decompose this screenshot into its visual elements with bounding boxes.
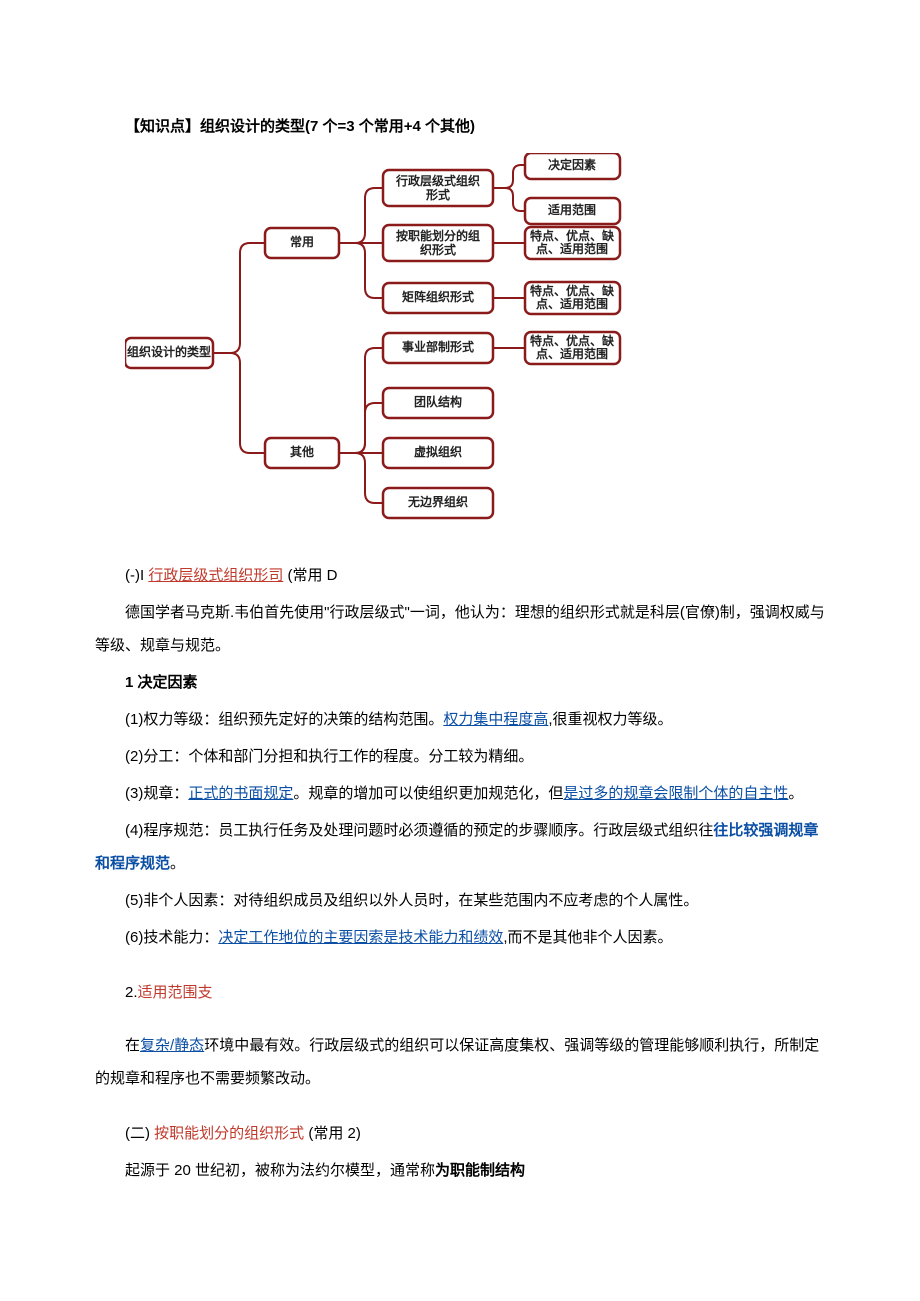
org-types-diagram: 组织设计的类型 常用 其他 行政层级式组织 形式 按职能划分的组 织形式 矩阵组…	[125, 153, 825, 553]
sec1-scope-body: 在复杂/静态环境中最有效。行政层级式的组织可以保证高度集权、强调等级的管理能够顺…	[95, 1029, 825, 1095]
section-2-heading: (二) 按职能划分的组织形式 (常用 2)	[95, 1117, 825, 1150]
diagram-l2-3: 事业部制形式	[383, 333, 493, 363]
factor-3: (3)规章：正式的书面规定。规章的增加可以使组织更加规范化，但是过多的规章会限制…	[95, 777, 825, 810]
diagram-l3-0: 决定因素	[525, 153, 620, 179]
diagram-l3-2: 特点、优点、缺 点、适用范围	[525, 227, 620, 259]
svg-text:形式: 形式	[426, 187, 450, 202]
svg-text:矩阵组织形式: 矩阵组织形式	[401, 289, 474, 304]
factor-2: (2)分工：个体和部门分担和执行工作的程度。分工较为精细。	[95, 740, 825, 773]
svg-text:虚拟组织: 虚拟组织	[414, 444, 462, 459]
diagram-mid-common: 常用	[265, 228, 339, 258]
factor-1: (1)权力等级：组织预先定好的决策的结构范围。权力集中程度高,很重视权力等级。	[95, 703, 825, 736]
sec1-suffix: (常用 D	[288, 567, 338, 584]
svg-text:适用范围: 适用范围	[548, 202, 596, 217]
diagram-l3-3: 特点、优点、缺 点、适用范围	[525, 282, 620, 314]
svg-text:点、适用范围: 点、适用范围	[536, 296, 608, 311]
factor-6: (6)技术能力：决定工作地位的主要因索是技术能力和绩效,而不是其他非个人因素。	[95, 921, 825, 954]
svg-text:团队结构: 团队结构	[414, 394, 462, 409]
svg-text:决定因素: 决定因素	[548, 157, 596, 172]
svg-text:其他: 其他	[290, 444, 314, 459]
sec2-intro: 起源于 20 世纪初，被称为法约尔模型，通常称为职能制结构	[95, 1154, 825, 1187]
sec1-intro: 德国学者马克斯.韦伯首先使用"行政层级式"一词，他认为：理想的组织形式就是科层(…	[95, 596, 825, 662]
diagram-l3-1: 适用范围	[525, 198, 620, 224]
diagram-l3-4: 特点、优点、缺 点、适用范围	[525, 332, 620, 364]
svg-text:特点、优点、缺: 特点、优点、缺	[530, 333, 615, 348]
factor-4: (4)程序规范：员工执行任务及处理问题时必须遵循的预定的步骤顺序。行政层级式组织…	[95, 814, 825, 880]
diagram-root: 组织设计的类型	[125, 338, 213, 368]
svg-text:点、适用范围: 点、适用范围	[536, 241, 608, 256]
svg-text:组织设计的类型: 组织设计的类型	[127, 344, 211, 359]
section-1-heading: (-)I 行政层级式组织形司 (常用 D	[95, 559, 825, 592]
diagram-l2-2: 矩阵组织形式	[383, 283, 493, 313]
svg-text:常用: 常用	[290, 234, 314, 249]
diagram-mid-other: 其他	[265, 438, 339, 468]
page-title: 【知识点】组织设计的类型(7 个=3 个常用+4 个其他)	[95, 110, 825, 143]
svg-text:无边界组织: 无边界组织	[407, 494, 468, 509]
diagram-l2-0: 行政层级式组织 形式	[383, 170, 493, 206]
svg-text:行政层级式组织: 行政层级式组织	[395, 173, 480, 188]
diagram-l2-1: 按职能划分的组 织形式	[383, 225, 493, 261]
diagram-l2-5: 虚拟组织	[383, 438, 493, 468]
sec1-factors-heading: 1 决定因素	[95, 666, 825, 699]
diagram-l2-4: 团队结构	[383, 388, 493, 418]
factor-5: (5)非个人因素：对待组织成员及组织以外人员时，在某些范围内不应考虑的个人属性。	[95, 884, 825, 917]
sec1-scope-heading: 2.适用范围支	[95, 976, 825, 1009]
sec1-title-red: 行政层级式组织形司	[148, 567, 283, 584]
svg-text:特点、优点、缺: 特点、优点、缺	[530, 283, 615, 298]
svg-text:织形式: 织形式	[420, 242, 456, 257]
diagram-l2-6: 无边界组织	[383, 488, 493, 518]
svg-text:事业部制形式: 事业部制形式	[402, 339, 474, 354]
svg-text:按职能划分的组: 按职能划分的组	[396, 228, 480, 243]
svg-text:特点、优点、缺: 特点、优点、缺	[530, 228, 615, 243]
svg-text:点、适用范围: 点、适用范围	[536, 346, 608, 361]
sec1-prefix: (-)I	[125, 567, 144, 584]
